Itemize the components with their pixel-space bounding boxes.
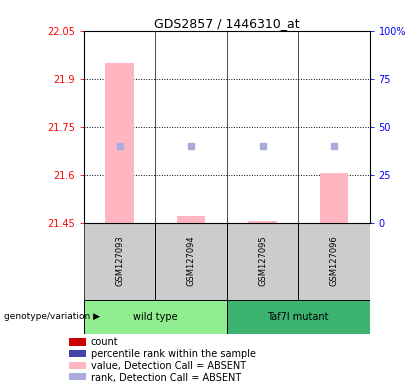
Bar xyxy=(84,300,227,334)
Text: GSM127096: GSM127096 xyxy=(329,236,339,286)
Text: GSM127095: GSM127095 xyxy=(258,236,267,286)
Text: wild type: wild type xyxy=(133,312,178,322)
Title: GDS2857 / 1446310_at: GDS2857 / 1446310_at xyxy=(154,17,299,30)
Text: value, Detection Call = ABSENT: value, Detection Call = ABSENT xyxy=(91,361,246,371)
Bar xyxy=(69,362,86,369)
Text: count: count xyxy=(91,337,118,347)
Bar xyxy=(105,63,134,223)
Bar xyxy=(320,173,348,223)
Text: Taf7l mutant: Taf7l mutant xyxy=(268,312,329,322)
Bar xyxy=(84,223,155,300)
Text: genotype/variation ▶: genotype/variation ▶ xyxy=(4,312,100,321)
Bar xyxy=(248,221,277,223)
Bar xyxy=(177,216,205,223)
Bar xyxy=(227,223,298,300)
Bar xyxy=(69,350,86,358)
Bar xyxy=(155,223,227,300)
Bar xyxy=(69,338,86,346)
Text: GSM127093: GSM127093 xyxy=(115,236,124,286)
Text: rank, Detection Call = ABSENT: rank, Detection Call = ABSENT xyxy=(91,372,241,382)
Text: GSM127094: GSM127094 xyxy=(186,236,196,286)
Bar xyxy=(69,373,86,381)
Bar xyxy=(227,300,370,334)
Text: percentile rank within the sample: percentile rank within the sample xyxy=(91,349,256,359)
Bar xyxy=(298,223,370,300)
